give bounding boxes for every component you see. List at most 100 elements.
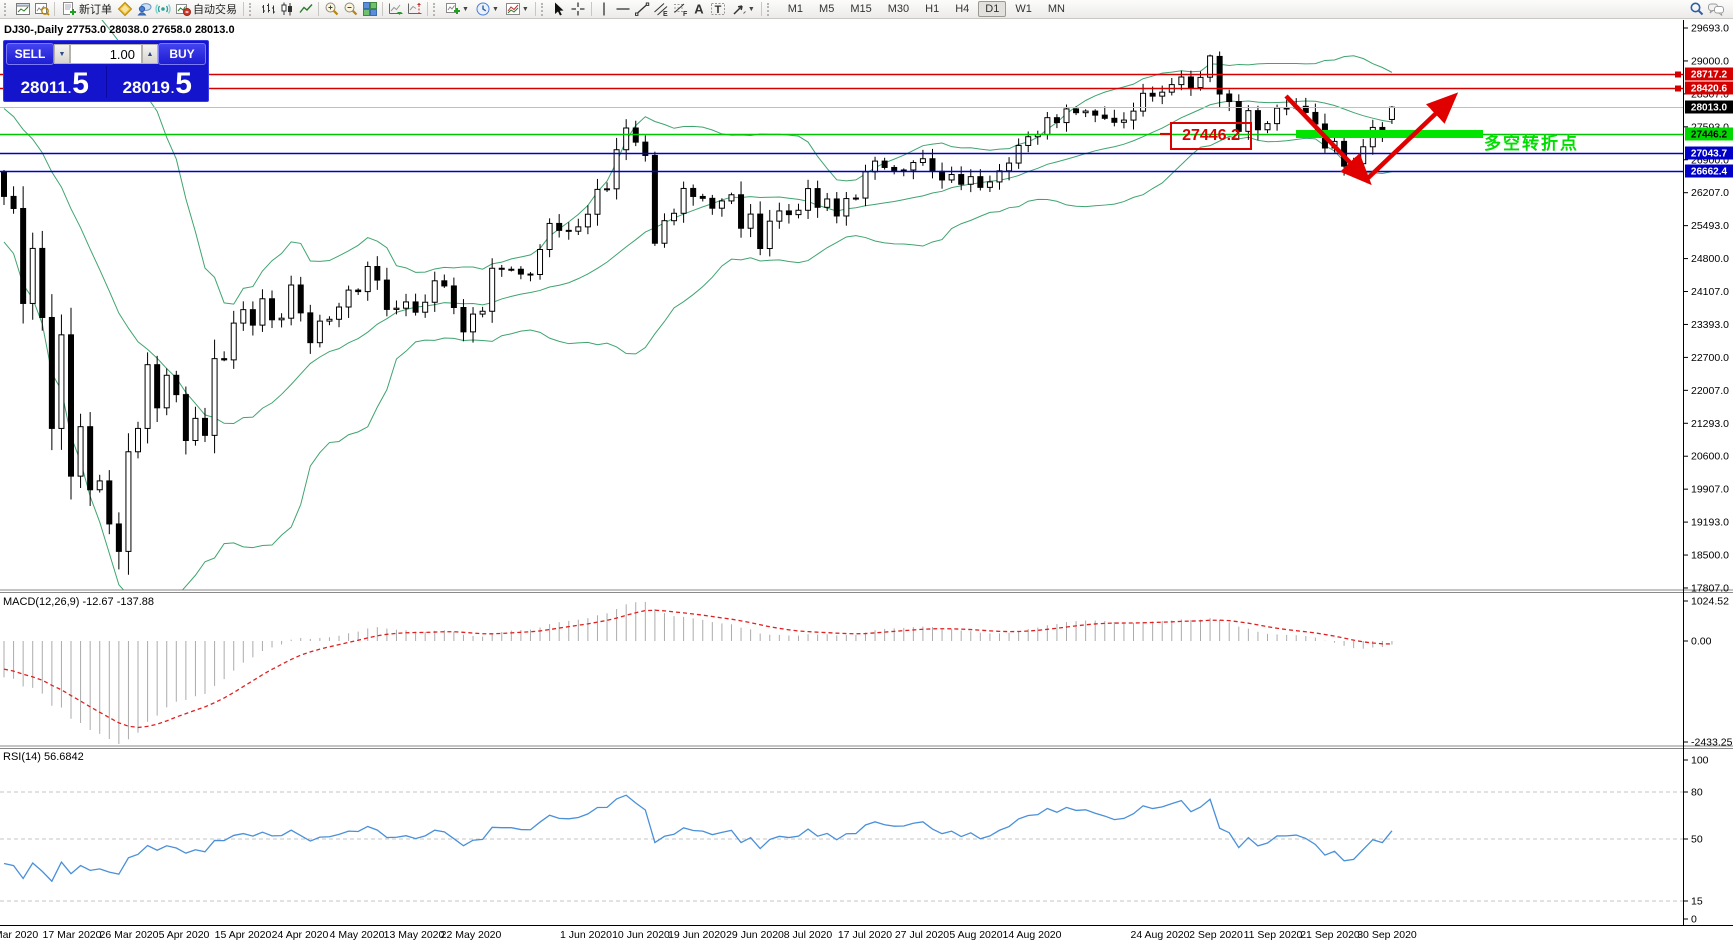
templates-button[interactable]: ▼ [502, 1, 532, 18]
fibonacci-icon[interactable]: F [671, 1, 690, 18]
arrows-tool-button[interactable]: ▼ [728, 1, 758, 18]
price-axis: 29693.029000.028307.027593.026900.026207… [1683, 23, 1733, 594]
vertical-line-icon[interactable] [595, 1, 614, 18]
svg-text:27043.7: 27043.7 [1691, 149, 1728, 160]
svg-text:8 Jul 2020: 8 Jul 2020 [784, 929, 833, 941]
svg-text:14 Aug 2020: 14 Aug 2020 [1003, 929, 1062, 941]
bollinger-bands [3, 20, 1393, 590]
buy-price-pip: 5 [175, 67, 192, 100]
text-icon[interactable]: A [690, 1, 709, 18]
rsi-pane: 100 80 50 15 0 [0, 755, 1709, 926]
volume-up-button[interactable]: ▲ [142, 44, 158, 64]
trendline-icon[interactable] [633, 1, 652, 18]
crosshair-icon[interactable] [569, 1, 588, 18]
pane-borders [0, 19, 1733, 942]
svg-text:20600.0: 20600.0 [1691, 451, 1729, 463]
text-label-icon[interactable]: T [709, 1, 728, 18]
svg-text:80: 80 [1691, 787, 1703, 799]
svg-text:29000.0: 29000.0 [1691, 55, 1729, 67]
svg-text:17807.0: 17807.0 [1691, 582, 1729, 594]
sell-button[interactable]: SELL [6, 43, 54, 65]
tile-windows-icon[interactable] [360, 1, 379, 18]
volume-input[interactable]: 1.00 [70, 44, 142, 64]
periods-button[interactable]: ▼ [472, 1, 502, 18]
svg-text:11 Sep 2020: 11 Sep 2020 [1244, 929, 1303, 941]
svg-text:26 Mar 2020: 26 Mar 2020 [100, 929, 159, 941]
price-annotation-box[interactable]: 27446.2 [1170, 122, 1252, 150]
new-chart-icon[interactable] [13, 1, 32, 18]
toolbar-grip[interactable] [4, 2, 9, 16]
toolbar-separator [534, 2, 536, 16]
svg-text:28013.0: 28013.0 [1691, 103, 1728, 114]
svg-text:0.00: 0.00 [1691, 636, 1712, 648]
candlestick-icon[interactable] [277, 1, 296, 18]
auto-scroll-icon[interactable] [386, 1, 405, 18]
drawn-objects[interactable] [1160, 92, 1483, 186]
buy-button[interactable]: BUY [158, 43, 206, 65]
profiles-icon[interactable] [32, 1, 51, 18]
timeframe-h1[interactable]: H1 [925, 3, 940, 15]
rsi-indicator-label: RSI(14) 56.6842 [3, 751, 84, 763]
svg-text:24 Apr 2020: 24 Apr 2020 [272, 929, 329, 941]
autotrading-label: 自动交易 [193, 4, 237, 16]
dropdown-caret: ▼ [747, 5, 755, 13]
sell-price-main: 28011 [20, 78, 67, 97]
toolbar-separator [427, 2, 428, 16]
sell-price-pip: 5 [72, 67, 89, 100]
svg-text:T: T [715, 4, 722, 16]
autotrading-button[interactable]: 自动交易 [172, 1, 240, 18]
toolbar-grip[interactable] [249, 2, 254, 16]
metaeditor-icon[interactable] [115, 1, 134, 18]
timeframe-h4[interactable]: H4 [955, 3, 970, 15]
toolbar-separator [760, 2, 762, 16]
svg-text:19193.0: 19193.0 [1691, 517, 1729, 529]
horizontal-line-icon[interactable] [614, 1, 633, 18]
timeframe-m5[interactable]: M5 [819, 3, 835, 15]
buy-price-button[interactable]: 28019 . 5 [109, 65, 207, 99]
buy-price-dot: . [170, 82, 175, 96]
bar-chart-icon[interactable] [258, 1, 277, 18]
indicators-button[interactable]: ▼ [442, 1, 472, 18]
timeframe-w1[interactable]: W1 [1015, 3, 1032, 15]
toolbar-grip[interactable] [433, 2, 438, 16]
timeframe-m1[interactable]: M1 [787, 3, 804, 15]
sell-price-dot: . [67, 82, 72, 96]
svg-text:26662.4: 26662.4 [1691, 167, 1728, 178]
main-toolbar: 新订单 自动交易 ▼ ▼ ▼ E F A T ▼ M1 M5 M15 M30 H1 H4 D… [0, 0, 1733, 19]
svg-text:22700.0: 22700.0 [1691, 352, 1729, 364]
new-order-button[interactable]: 新订单 [58, 1, 115, 18]
dropdown-caret: ▼ [491, 5, 499, 13]
line-chart-icon[interactable] [296, 1, 315, 18]
zoom-out-icon[interactable] [341, 1, 360, 18]
zoom-in-icon[interactable] [322, 1, 341, 18]
toolbar-grip[interactable] [766, 2, 772, 16]
svg-text:19 Jun 2020: 19 Jun 2020 [668, 929, 726, 941]
svg-text:22 May 2020: 22 May 2020 [441, 929, 502, 941]
volume-down-button[interactable]: ▼ [54, 44, 70, 64]
svg-text:27 Jul 2020: 27 Jul 2020 [895, 929, 949, 941]
svg-text:F: F [683, 11, 688, 17]
signals-icon[interactable] [153, 1, 172, 18]
macd-indicator-label: MACD(12,26,9) -12.67 -137.88 [3, 596, 155, 608]
chart-shift-icon[interactable] [405, 1, 424, 18]
timeframe-mn[interactable]: MN [1047, 3, 1065, 15]
buy-price-main: 28019 [122, 78, 170, 97]
timeframe-d1[interactable]: D1 [978, 1, 1007, 17]
sell-price-button[interactable]: 28011 . 5 [6, 65, 104, 99]
community-icon[interactable] [134, 1, 153, 18]
cursor-icon[interactable] [550, 1, 569, 18]
timeframe-m15[interactable]: M15 [850, 3, 872, 15]
toolbar-grip[interactable] [540, 2, 546, 16]
chart-canvas[interactable]: 29693.029000.028307.027593.026900.026207… [0, 19, 1733, 942]
timeframe-m30[interactable]: M30 [887, 3, 910, 15]
search-icon[interactable] [1687, 1, 1706, 18]
equidistant-channel-icon[interactable]: E [652, 1, 671, 18]
svg-text:29 Jun 2020: 29 Jun 2020 [726, 929, 784, 941]
svg-text:-2433.25: -2433.25 [1691, 737, 1733, 749]
svg-text:19907.0: 19907.0 [1691, 484, 1729, 496]
turning-point-annotation[interactable]: 多空转折点 [1484, 134, 1579, 153]
chat-icon[interactable] [1706, 1, 1725, 18]
svg-text:27446.2: 27446.2 [1691, 130, 1728, 141]
